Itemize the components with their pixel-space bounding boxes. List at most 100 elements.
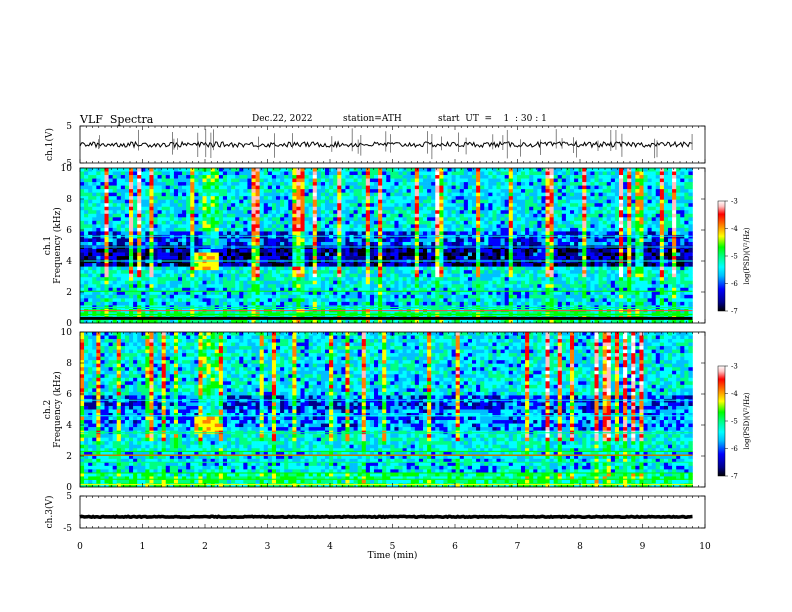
spectrogram-cell	[529, 241, 534, 246]
spectrogram-cell	[316, 231, 322, 236]
spectrogram-cell	[357, 213, 363, 218]
spectrogram-cell	[182, 203, 187, 208]
spectrogram-cell	[141, 175, 146, 179]
spectrogram-cell	[476, 266, 481, 271]
spectrogram-cell	[133, 220, 138, 225]
spectrogram-cell	[529, 280, 534, 285]
spectrogram-cell	[586, 249, 591, 253]
spectrogram-cell	[133, 231, 138, 236]
spectrogram-cell	[467, 227, 473, 232]
spectrogram-cell	[516, 256, 522, 260]
spectrogram-cell	[149, 213, 154, 218]
spectrogram-cell	[541, 171, 546, 176]
spectrogram-cell	[516, 227, 522, 232]
spectrogram-cell	[365, 210, 371, 215]
spectrogram-cell	[210, 256, 216, 260]
spectrogram-cell	[398, 227, 403, 232]
spectrogram-cell	[512, 280, 518, 285]
spectrogram-cell	[304, 270, 309, 274]
spectrogram-cell	[231, 196, 236, 200]
spectrogram-cell	[676, 171, 681, 176]
spectrogram-cell	[663, 182, 669, 186]
spectrogram-cell	[418, 249, 424, 253]
spectrogram-cell	[382, 182, 387, 186]
spectrogram-cell	[80, 220, 85, 225]
spectrogram-cell	[222, 196, 228, 200]
spectrogram-cell	[300, 256, 305, 260]
spectrogram-cell	[582, 168, 587, 172]
spectrogram-cell	[308, 213, 314, 218]
spectrogram-cell	[423, 182, 428, 186]
spectrogram-cell	[631, 277, 636, 282]
spectrogram-cell	[602, 192, 608, 197]
spectrogram-cell	[492, 203, 497, 208]
spectrogram-cell	[594, 178, 599, 183]
spectrogram-cell	[545, 203, 550, 208]
spectrogram-cell	[100, 217, 105, 222]
spectrogram-cell	[639, 196, 644, 200]
spectrogram-cell	[565, 252, 571, 257]
spectrogram-cell	[378, 249, 383, 253]
spectrogram-cell	[614, 234, 620, 239]
spectrogram-cell	[582, 203, 587, 208]
spectrogram-cell	[586, 220, 591, 225]
spectrogram-cell	[141, 206, 146, 211]
spectrogram-cell	[598, 234, 603, 239]
spectrogram-cell	[300, 241, 305, 246]
spectrogram-cell	[394, 168, 399, 172]
spectrogram-cell	[439, 224, 444, 229]
spectrogram-cell	[451, 249, 456, 253]
spectrogram-cell	[553, 266, 559, 271]
spectrogram-cell	[374, 192, 379, 197]
spectrogram-cell	[308, 224, 314, 229]
spectrogram-cell	[659, 238, 665, 243]
spectrogram-cell	[157, 227, 162, 232]
spectrogram-cell	[382, 171, 387, 176]
spectrogram-cell	[492, 280, 497, 285]
spectrogram-cell	[590, 185, 595, 190]
spectrogram-cell	[688, 256, 693, 260]
spectrogram-cell	[590, 238, 595, 243]
spectrogram-cell	[304, 189, 309, 193]
spectrogram-cell	[182, 210, 187, 215]
spectrogram-cell	[557, 256, 563, 260]
spectrogram-cell	[337, 199, 342, 204]
spectrogram-cell	[169, 234, 175, 239]
spectrogram-cell	[137, 231, 142, 236]
spectrogram-cell	[382, 249, 387, 253]
spectrogram-cell	[578, 189, 583, 193]
spectrogram-cell	[263, 206, 269, 211]
spectrogram-cell	[500, 220, 505, 225]
spectrogram-cell	[116, 168, 122, 172]
spectrogram-cell	[129, 273, 134, 278]
spectrogram-cell	[247, 263, 252, 267]
spectrogram-cell	[198, 206, 203, 211]
spectrogram-cell	[382, 238, 387, 243]
spectrogram-cell	[308, 185, 314, 190]
spectrogram-cell	[439, 256, 444, 260]
spectrogram-cell	[406, 196, 412, 200]
spectrogram-cell	[512, 168, 518, 172]
spectrogram-cell	[280, 249, 285, 253]
spectrogram-cell	[651, 241, 657, 246]
spectrogram-cell	[386, 280, 391, 285]
spectrogram-cell	[521, 217, 526, 222]
spectrogram-cell	[512, 224, 518, 229]
spectrogram-cell	[508, 196, 514, 200]
spectrogram-cell	[296, 241, 301, 246]
spectrogram-cell	[325, 266, 330, 271]
spectrogram-cell	[623, 224, 628, 229]
spectrogram-cell	[684, 175, 689, 179]
spectrogram-cell	[169, 178, 175, 183]
spectrogram-cell	[182, 196, 187, 200]
spectrogram-cell	[333, 227, 338, 232]
spectrogram-cell	[668, 168, 673, 172]
spectrogram-cell	[570, 263, 575, 267]
spectrogram-cell	[459, 280, 465, 285]
spectrogram-cell	[141, 213, 146, 218]
spectrogram-cell	[541, 273, 546, 278]
spectrogram-cell	[288, 192, 293, 197]
spectrogram-cell	[84, 220, 89, 225]
spectrogram-cell	[288, 210, 293, 215]
spectrogram-cell	[467, 192, 473, 197]
